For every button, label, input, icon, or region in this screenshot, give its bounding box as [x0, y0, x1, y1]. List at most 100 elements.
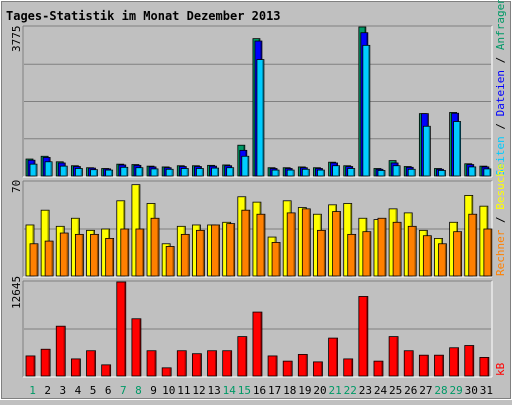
bar-kb-day-6: [101, 364, 112, 377]
bar-seiten-day-8: [135, 167, 144, 177]
bar-seiten-day-29: [453, 121, 462, 177]
bar-rechner-day-1: [29, 243, 39, 277]
bar-shade-kb-day-10: [169, 368, 171, 376]
bar-seiten-day-11: [180, 168, 189, 177]
day-label-20: 20: [313, 384, 326, 397]
bar-shade-seiten-day-7: [126, 167, 128, 176]
day-label-4: 4: [75, 384, 82, 397]
bar-shade-seiten-day-29: [459, 122, 461, 176]
hits-ymax-label: 3775: [10, 26, 23, 53]
bar-shade-rechner-day-7: [127, 229, 129, 276]
bar-rechner-day-7: [120, 228, 130, 277]
day-label-15: 15: [238, 384, 251, 397]
bar-kb-day-27: [418, 354, 429, 377]
bar-seiten-day-30: [468, 166, 477, 177]
bar-shade-kb-day-4: [78, 359, 80, 376]
bar-shade-rechner-day-27: [429, 236, 431, 276]
bar-rechner-day-14: [226, 223, 236, 277]
bar-rechner-day-11: [180, 233, 190, 277]
bar-rechner-day-2: [44, 240, 54, 277]
day-label-13: 13: [207, 384, 220, 397]
bar-shade-rechner-day-1: [36, 244, 38, 276]
bar-shade-rechner-day-9: [157, 218, 159, 276]
bar-seiten-day-14: [226, 167, 235, 177]
bar-rechner-day-15: [241, 209, 251, 277]
bar-shade-kb-day-26: [411, 351, 413, 376]
bar-kb-day-30: [464, 345, 475, 377]
bar-rechner-day-31: [483, 228, 493, 277]
bar-rechner-day-25: [392, 221, 402, 277]
bar-shade-seiten-day-2: [50, 162, 52, 176]
bar-seiten-day-4: [74, 168, 83, 177]
bar-shade-rechner-day-22: [354, 234, 356, 276]
bar-seiten-day-6: [105, 169, 114, 177]
bar-shade-rechner-day-6: [112, 239, 114, 276]
bar-shade-kb-day-19: [305, 355, 307, 376]
bar-shade-kb-day-6: [109, 365, 111, 376]
bar-shade-rechner-day-30: [475, 214, 477, 276]
bar-kb-day-16: [252, 311, 263, 377]
bar-shade-rechner-day-17: [278, 243, 280, 276]
day-label-27: 27: [419, 384, 432, 397]
bar-shade-kb-day-9: [154, 351, 156, 376]
bar-seiten-day-2: [44, 161, 53, 177]
bar-shade-seiten-day-19: [307, 169, 309, 176]
outer-frame-dark: [1, 1, 511, 399]
day-label-25: 25: [389, 384, 402, 397]
bar-kb-day-18: [282, 360, 293, 377]
bar-shade-kb-day-31: [487, 358, 489, 376]
bar-shade-kb-day-29: [457, 348, 459, 376]
legend-rechner: Rechner: [494, 229, 507, 276]
day-label-26: 26: [404, 384, 417, 397]
bar-seiten-day-18: [286, 169, 295, 177]
bar-shade-kb-day-5: [93, 351, 96, 376]
day-label-21: 21: [329, 384, 342, 397]
bar-shade-rechner-day-28: [444, 244, 447, 276]
day-label-22: 22: [344, 384, 357, 397]
bar-shade-seiten-day-1: [35, 164, 37, 176]
bar-shade-rechner-day-3: [66, 233, 68, 276]
bar-shade-kb-day-21: [335, 338, 338, 376]
bar-shade-kb-day-1: [33, 356, 35, 376]
bar-kb-day-25: [388, 336, 399, 377]
visits-legend: Rechner / Besuche: [494, 163, 507, 276]
day-label-7: 7: [120, 384, 127, 397]
bar-seiten-day-3: [59, 165, 68, 177]
bar-rechner-day-22: [347, 233, 357, 277]
legend-besuche: Besuche: [494, 163, 507, 209]
bar-shade-rechner-day-4: [81, 234, 83, 276]
bar-shade-kb-day-12: [199, 354, 202, 376]
bar-seiten-day-23: [362, 44, 371, 177]
bar-kb-day-5: [86, 350, 96, 377]
bar-kb-day-9: [146, 350, 157, 377]
bar-shade-seiten-day-22: [353, 169, 355, 176]
bar-shade-seiten-day-17: [277, 170, 279, 176]
bar-seiten-day-20: [317, 169, 325, 177]
bar-kb-day-7: [116, 281, 127, 377]
bar-kb-day-29: [449, 347, 460, 377]
day-label-1: 1: [29, 384, 36, 397]
bar-seiten-day-21: [332, 165, 340, 177]
bar-shade-kb-day-7: [124, 282, 126, 376]
bar-kb-day-8: [131, 318, 142, 377]
bar-shade-rechner-day-12: [202, 230, 205, 276]
day-label-30: 30: [465, 384, 478, 397]
hits-legend: Seiten / Dateien / Anfragen: [494, 0, 507, 176]
bar-rechner-day-8: [135, 228, 145, 277]
bar-shade-kb-day-11: [184, 351, 186, 376]
bar-kb-day-21: [328, 337, 338, 377]
bar-shade-rechner-day-16: [263, 214, 265, 276]
bar-rechner-day-18: [286, 212, 296, 277]
bar-shade-rechner-day-25: [399, 222, 401, 276]
bar-kb-day-10: [161, 367, 172, 377]
bar-kb-day-20: [313, 361, 323, 377]
bar-shade-kb-day-25: [396, 337, 398, 376]
bar-shade-rechner-day-19: [308, 209, 310, 276]
bar-shade-seiten-day-26: [413, 169, 415, 176]
bar-seiten-day-27: [422, 125, 431, 177]
bar-kb-day-11: [176, 350, 187, 377]
bar-rechner-day-20: [317, 229, 326, 277]
kbytes-panel: [22, 280, 493, 378]
day-labels: 1 2 3 4 5 6 7 8 9 10 11 12 13 14 15 16 17 18 19 20 21 22 23 24 2…: [29, 384, 493, 397]
